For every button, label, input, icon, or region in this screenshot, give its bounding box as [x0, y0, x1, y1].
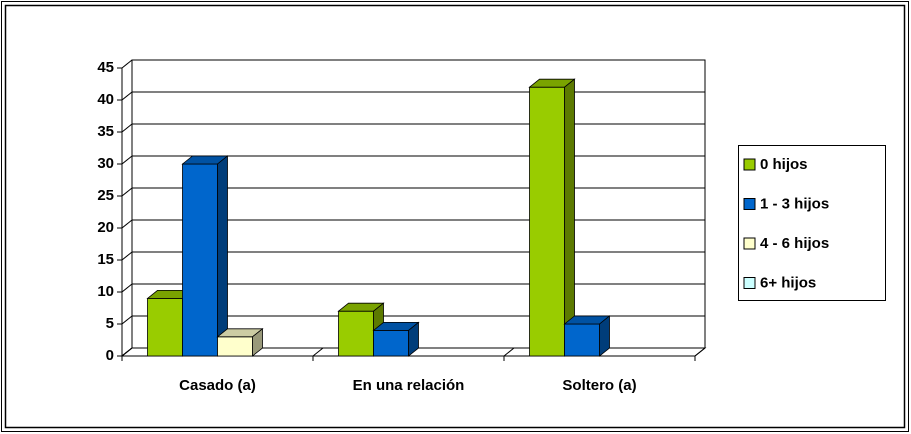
- y-tick-label: 0: [106, 347, 114, 364]
- floor-divider: [694, 347, 706, 357]
- legend-swatch: [743, 158, 756, 171]
- bar: [146, 289, 194, 357]
- grid-line-side: [121, 187, 133, 197]
- bar: [216, 327, 264, 357]
- bar: [563, 315, 611, 357]
- y-tick-label: 45: [97, 59, 114, 76]
- y-tick-label: 15: [97, 251, 114, 268]
- bar-side: [599, 315, 610, 357]
- floor-divider: [312, 347, 324, 357]
- x-tick-label: Soltero (a): [562, 377, 636, 394]
- bar-front: [338, 310, 374, 357]
- y-tick-label: 40: [97, 91, 114, 108]
- bar: [528, 78, 576, 357]
- grid-line-side: [121, 59, 133, 69]
- legend-swatch: [743, 198, 756, 210]
- legend-label: 0 hijos: [760, 156, 808, 173]
- y-tick-label: 25: [97, 187, 114, 204]
- legend-label: 4 - 6 hijos: [760, 235, 829, 252]
- bar: [181, 155, 229, 357]
- legend-label: 1 - 3 hijos: [760, 195, 829, 212]
- bar-front: [182, 163, 218, 357]
- bar: [372, 321, 420, 357]
- bar-front: [217, 336, 253, 357]
- y-tick-label: 30: [97, 155, 114, 172]
- grid-line-side: [121, 315, 133, 325]
- grid-line-side: [121, 283, 133, 293]
- bar-front: [147, 297, 183, 357]
- legend-box: [738, 145, 886, 301]
- legend-swatch: [743, 277, 756, 289]
- grid-line-side: [121, 123, 133, 133]
- bar-side: [252, 327, 263, 357]
- inner-frame: [4, 4, 906, 429]
- y-tick-label: 20: [97, 219, 114, 236]
- grid-line-side: [121, 155, 133, 165]
- grid-line-side: [121, 219, 133, 229]
- grid-line-side: [121, 91, 133, 101]
- x-tick-label: Casado (a): [179, 377, 256, 394]
- grid-line-side: [121, 251, 133, 261]
- bar-side: [217, 155, 228, 357]
- y-tick-label: 5: [106, 315, 114, 332]
- y-tick-label: 35: [97, 123, 114, 140]
- bar-side: [408, 321, 419, 357]
- floor-divider: [503, 347, 515, 357]
- floor-divider: [121, 347, 133, 357]
- y-tick-label: 10: [97, 283, 114, 300]
- bar-front: [564, 323, 600, 357]
- legend-label: 6+ hijos: [760, 274, 816, 291]
- bar-side: [564, 78, 575, 357]
- x-tick-label: En una relación: [353, 377, 465, 394]
- bar-front: [529, 86, 565, 357]
- legend-swatch: [743, 237, 756, 250]
- bar-front: [373, 329, 409, 357]
